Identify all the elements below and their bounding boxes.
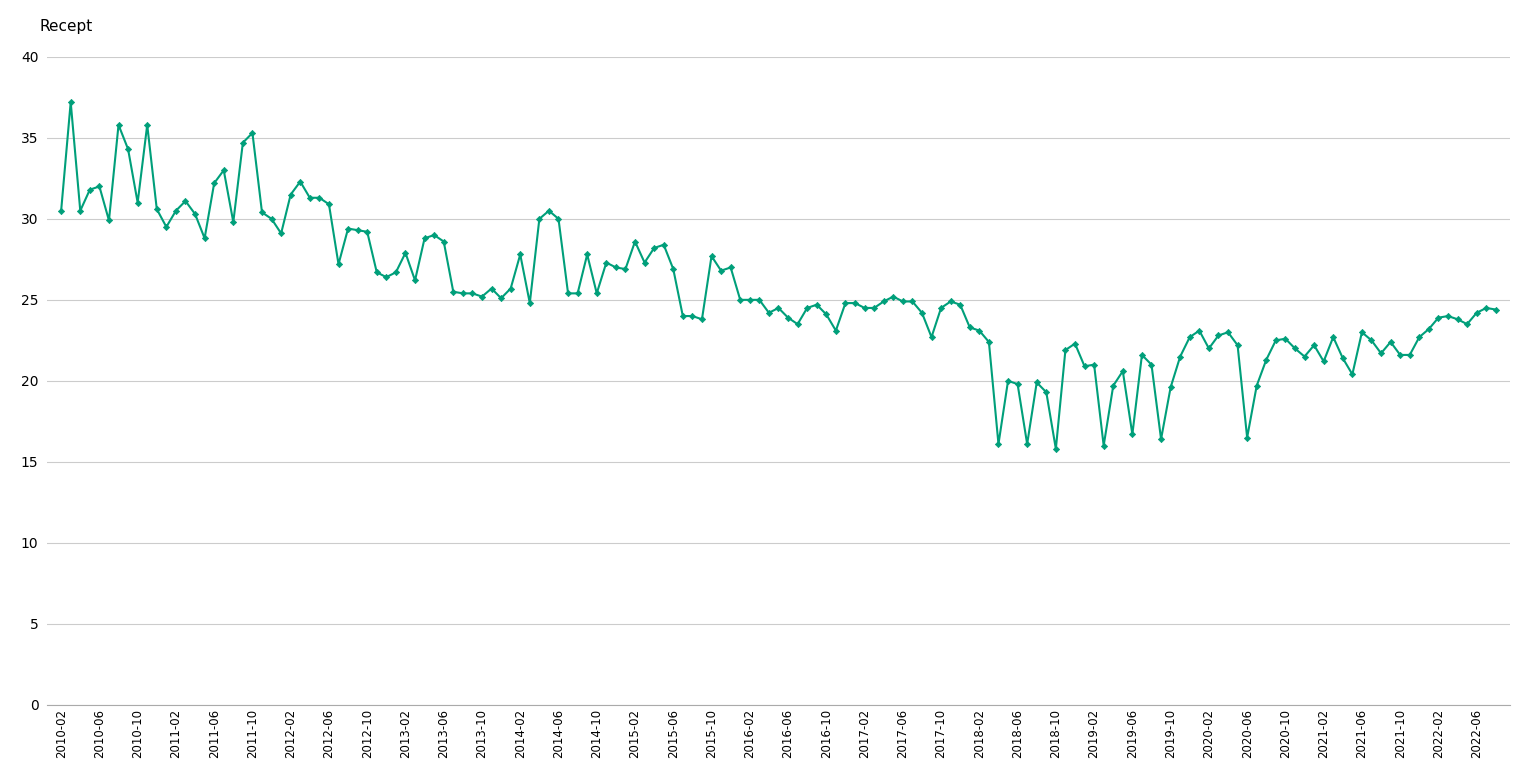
Text: Recept: Recept [40, 19, 93, 34]
